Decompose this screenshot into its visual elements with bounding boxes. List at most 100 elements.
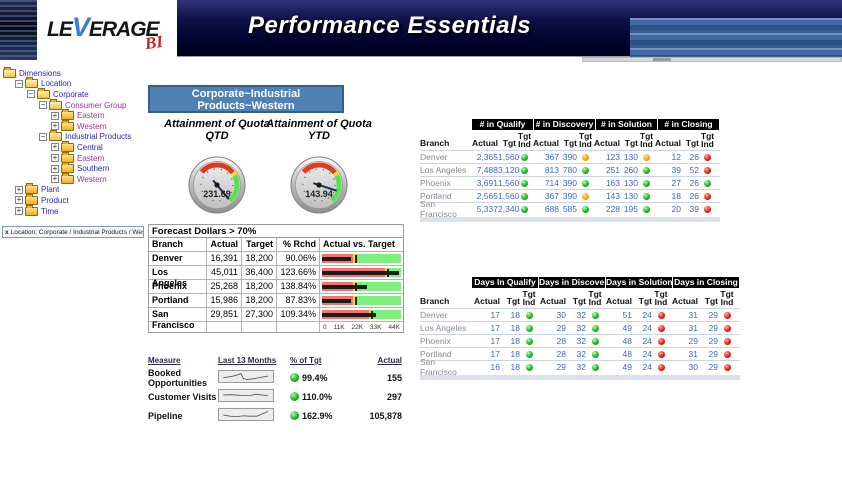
tree-item-label[interactable]: Location xyxy=(41,79,72,89)
gauge-value: 231.69 xyxy=(203,189,231,199)
folder-icon xyxy=(49,130,62,142)
tree-item-eastern-ip[interactable]: Eastern xyxy=(51,151,145,164)
expand-icon[interactable] xyxy=(15,185,23,194)
expand-icon[interactable] xyxy=(51,175,59,184)
branch-cell: Denver xyxy=(420,310,448,320)
pct-col-header[interactable]: % of Tgt xyxy=(290,356,322,365)
folder-icon xyxy=(25,193,38,205)
tree-item-central[interactable]: Central xyxy=(51,140,145,153)
collapse-icon[interactable] xyxy=(39,101,47,110)
tree-item-plant[interactable]: Plant xyxy=(15,183,145,196)
status-dot xyxy=(657,337,665,345)
folder-icon xyxy=(61,172,74,184)
header-decoration xyxy=(630,18,842,57)
status-dot xyxy=(723,311,731,319)
col-header: % Rchd xyxy=(277,238,320,252)
tree-item-label[interactable]: Central xyxy=(77,142,103,152)
tree-item-product[interactable]: Product xyxy=(15,193,145,206)
expand-icon[interactable] xyxy=(15,207,23,216)
col-header: Actual xyxy=(207,238,242,252)
tree-item-label[interactable]: Southern xyxy=(77,164,110,174)
expand-icon[interactable] xyxy=(51,164,59,173)
scrollbar-thumb[interactable] xyxy=(653,58,671,61)
expand-icon[interactable] xyxy=(51,143,59,152)
actual-col-header[interactable]: Actual xyxy=(377,356,402,365)
branch-cell: Denver xyxy=(420,152,448,162)
pct-cell: 87.83% xyxy=(277,294,320,308)
tree-item-location[interactable]: Location xyxy=(15,77,145,90)
pct-cell: 138.84% xyxy=(277,280,320,294)
tree-item-label[interactable]: Industrial Products xyxy=(65,132,132,142)
status-dot xyxy=(525,363,533,371)
measure-col-header[interactable]: Measure xyxy=(148,356,181,365)
status-dot xyxy=(723,337,731,345)
header-banner: LEVERAGE BI Performance Essentials xyxy=(0,0,842,60)
tree-item-label[interactable]: Dimensions xyxy=(19,68,61,78)
pct-cell: 90.06% xyxy=(277,252,320,266)
trend-col-header[interactable]: Last 13 Months xyxy=(218,356,277,365)
tree-item-consumer-group[interactable]: Consumer Group xyxy=(39,98,145,111)
group-header: # in Qualify xyxy=(472,119,533,130)
pct-cell: 109.34% xyxy=(277,308,320,322)
forecast-table: Forecast Dollars > 70% Branch Actual Tar… xyxy=(148,224,404,333)
tree-item-label[interactable]: Product xyxy=(41,195,69,205)
group-header: Days in Solution xyxy=(606,277,673,288)
branch-cell: San Francisco xyxy=(420,199,457,219)
gauge-red-arc xyxy=(199,162,235,175)
logo-text: LEVERAGE xyxy=(47,12,160,42)
tree-item-time[interactable]: Time xyxy=(15,204,145,217)
table-row: San Francisco 5,337 2,340 688 585 228 195 2… xyxy=(420,199,720,219)
corner-photo xyxy=(0,0,37,60)
tree-item-corporate[interactable]: Corporate xyxy=(27,87,145,100)
folder-icon xyxy=(61,109,74,121)
status-dot xyxy=(657,363,665,371)
folder-icon xyxy=(25,204,38,216)
status-dot xyxy=(521,166,528,174)
collapse-icon[interactable] xyxy=(27,90,35,99)
measure-row: Pipeline 162.9% 105,878 xyxy=(148,406,406,425)
table-footer-strip xyxy=(420,217,720,222)
close-icon[interactable]: x xyxy=(5,228,9,236)
sub-header-row: Branch Actual Tgt Tgt Ind Actual Tgt Tgt Ind… xyxy=(420,131,715,149)
tree-item-label[interactable]: Eastern xyxy=(77,153,105,163)
pct-of-target: 110.0% xyxy=(302,391,333,402)
forecast-title: Forecast Dollars > 70% xyxy=(149,225,403,238)
expand-icon[interactable] xyxy=(51,122,59,131)
group-header: Days in Discovery xyxy=(539,277,613,288)
horizontal-scrollbar[interactable] xyxy=(582,57,842,62)
tree-item-dimensions[interactable]: Dimensions xyxy=(3,66,145,79)
tree-item-western-ip[interactable]: Western xyxy=(51,172,145,185)
tree-item-label[interactable]: Eastern xyxy=(77,111,105,121)
scope-title: Corporate~Industrial Products~Western xyxy=(148,85,344,113)
gauge-green-arc xyxy=(330,174,342,203)
expand-icon[interactable] xyxy=(51,154,59,163)
status-dot xyxy=(657,350,665,358)
logo-bi: BI xyxy=(143,31,165,54)
status-dot xyxy=(521,205,528,213)
tree-item-label[interactable]: Consumer Group xyxy=(65,100,127,110)
status-dot xyxy=(591,324,599,332)
table-row: Phoenix 3,691 1,560 714 390 163 130 27 26 xyxy=(420,176,720,189)
status-dot xyxy=(582,192,589,200)
tree-item-label[interactable]: Time xyxy=(41,206,59,216)
expand-icon[interactable] xyxy=(51,111,59,120)
tree-item-industrial-products[interactable]: Industrial Products xyxy=(39,130,145,143)
tree-item-label[interactable]: Western xyxy=(77,174,107,184)
table-row: Los Angeles 7,488 3,120 813 780 251 260 39 5… xyxy=(420,163,720,176)
tree-item-eastern[interactable]: Eastern xyxy=(51,109,145,121)
branch-cell: Denver xyxy=(149,252,207,266)
collapse-icon[interactable] xyxy=(15,79,23,88)
sparkline xyxy=(218,408,274,421)
measure-row: Booked Opportunities 99.4% 155 xyxy=(148,368,406,388)
col-header: Actual vs. Target xyxy=(320,238,403,252)
expand-icon[interactable] xyxy=(15,196,23,205)
tree-item-label[interactable]: Western xyxy=(77,121,107,131)
tree-item-label[interactable]: Corporate xyxy=(53,89,89,99)
status-dot xyxy=(704,205,711,213)
status-dot xyxy=(723,350,731,358)
tree-item-southern[interactable]: Southern xyxy=(51,162,145,174)
tree-item-label[interactable]: Plant xyxy=(41,185,60,195)
tree-item-western[interactable]: Western xyxy=(51,119,145,132)
collapse-icon[interactable] xyxy=(39,132,47,141)
